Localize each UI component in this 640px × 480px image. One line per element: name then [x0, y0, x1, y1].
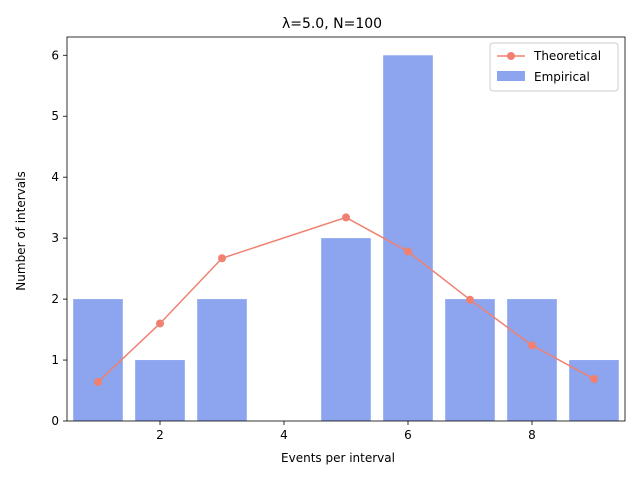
theoretical-point-8: [528, 341, 536, 350]
y-tick-label: 6: [51, 48, 59, 62]
x-tick-label: 2: [156, 428, 164, 442]
y-tick-label: 5: [51, 109, 59, 123]
legend-label-theoretical: Theoretical: [533, 49, 601, 63]
axes-layer: 2 4 6 8 0 1 2 3 4 5 6: [51, 36, 626, 442]
x-tick-label: 8: [528, 428, 536, 442]
bar-1: [73, 299, 123, 421]
theoretical-line: [97, 216, 595, 383]
y-tick-label: 0: [51, 414, 59, 428]
y-tick-label: 1: [51, 353, 59, 367]
x-axis-label: Events per interval: [281, 451, 395, 465]
y-tick-label: 3: [51, 231, 59, 245]
theoretical-point-1: [94, 377, 102, 386]
theoretical-point-7: [466, 295, 474, 304]
y-tick-label: 2: [51, 292, 59, 306]
x-tick-label: 6: [404, 428, 412, 442]
legend-label-empirical: Empirical: [534, 70, 590, 84]
y-axis-label: Number of intervals: [14, 171, 28, 290]
legend: Theoretical Empirical: [489, 42, 619, 92]
theoretical-point-2: [156, 319, 164, 328]
theoretical-point-6: [404, 247, 412, 256]
bars-layer: [73, 55, 619, 422]
line-layer: [94, 213, 598, 386]
theoretical-point-3: [218, 254, 226, 263]
bar-2: [135, 360, 185, 421]
bar-8: [507, 299, 557, 421]
theoretical-point-9: [590, 374, 598, 383]
x-tick-label: 4: [280, 428, 288, 442]
plot-frame: [66, 36, 626, 422]
y-tick-label: 4: [51, 170, 59, 184]
bar-5: [321, 238, 371, 421]
legend-bar-swatch: [497, 71, 525, 81]
theoretical-point-5: [342, 213, 350, 222]
legend-line-marker: [507, 52, 515, 60]
bar-6: [383, 55, 433, 422]
bar-3: [197, 299, 247, 421]
bar-7: [445, 299, 495, 421]
chart-title: λ=5.0, N=100: [282, 16, 382, 32]
